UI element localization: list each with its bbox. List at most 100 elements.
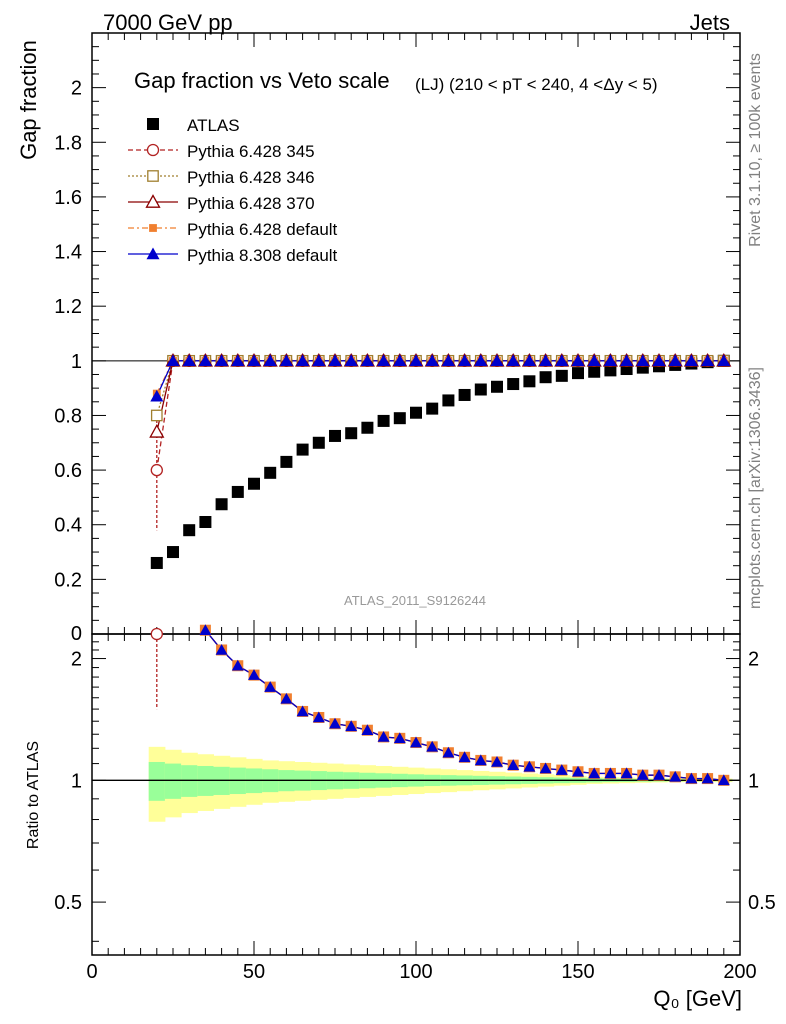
data-point (166, 354, 180, 367)
data-point (587, 354, 601, 367)
ratio-point (701, 772, 714, 784)
data-point (604, 364, 617, 377)
data-point (668, 354, 682, 367)
data-point (198, 354, 212, 367)
ratio-point (199, 624, 212, 636)
ratio-y-tick-label-right: 1 (748, 770, 759, 792)
data-point (377, 414, 390, 427)
data-point (361, 421, 374, 434)
data-point (296, 354, 310, 367)
legend-marker (149, 224, 157, 232)
ratio-y-tick-label-right: 0.5 (748, 892, 776, 914)
mcplots-label: mcplots.cern.ch [arXiv:1306.3436] (747, 367, 764, 609)
uncertainty-bands (148, 746, 733, 822)
data-point (426, 402, 439, 415)
data-point (507, 378, 520, 391)
ratio-y-tick-label: 1 (71, 770, 82, 792)
ratio-y-tick-label: 2 (71, 649, 82, 671)
data-point (149, 424, 165, 438)
data-point (183, 524, 196, 537)
y-tick-label: 2 (71, 78, 82, 100)
data-point (296, 443, 309, 456)
ratio-point (474, 754, 487, 766)
y-tick-label: 0.8 (54, 405, 82, 427)
data-point (474, 354, 488, 367)
series-line (156, 360, 724, 471)
data-point (199, 515, 212, 528)
ratio-point (296, 705, 309, 717)
data-point (150, 409, 163, 422)
data-point (393, 354, 407, 367)
legend-marker (147, 118, 159, 130)
ratio-point (361, 724, 374, 736)
data-point (393, 412, 406, 425)
ratio-point (442, 746, 455, 758)
legend-label: Pythia 6.428 345 (187, 142, 315, 161)
data-point (441, 354, 455, 367)
header-right: Jets (690, 10, 730, 35)
data-point (588, 365, 601, 378)
axes: 0 50 100 150 200 0.2 0.4 0.6 0.8 1 1.2 1.4 1.6 1.8 2 0 0… (54, 32, 776, 983)
data-point (345, 427, 358, 440)
ratio-y-tick-label-right: 2 (748, 649, 759, 671)
data-point (215, 498, 228, 511)
data-point (539, 371, 552, 384)
ratio-point (555, 764, 568, 775)
ratio-point (231, 659, 244, 671)
ratio-point (539, 762, 552, 774)
rivet-label: Rivet 3.1.10, ≥ 100k events (747, 53, 764, 247)
data-point (410, 406, 422, 419)
ratio-point (280, 692, 293, 704)
data-point (150, 463, 163, 477)
data-point (652, 354, 666, 367)
data-point (717, 354, 731, 367)
ratio-point (312, 711, 325, 723)
data-points (149, 352, 732, 569)
data-point (182, 354, 196, 367)
data-point (425, 354, 439, 367)
ratio-point (426, 740, 439, 752)
ratio-point (393, 732, 406, 744)
x-tick-label: 0 (86, 961, 97, 983)
data-point (279, 354, 293, 367)
y-tick-label: 0.4 (54, 515, 82, 537)
data-point (620, 354, 634, 367)
ratio-point (604, 767, 617, 779)
ratio-y-tick-label: 0.5 (54, 892, 82, 914)
data-point (280, 455, 293, 468)
data-point (344, 354, 358, 367)
data-point (571, 354, 585, 367)
legend-marker (145, 194, 161, 208)
ratio-point (410, 736, 422, 748)
x-tick-label: 50 (243, 961, 265, 983)
ratio-point (653, 769, 665, 780)
ratio-point (248, 669, 260, 680)
ratio-point (669, 770, 682, 782)
x-tick-label: 150 (561, 961, 594, 983)
band-inner-bin (164, 763, 182, 799)
data-point (636, 354, 650, 367)
ratio-point (377, 730, 390, 742)
ratio-first-point (150, 627, 163, 641)
data-point (523, 375, 536, 388)
data-point (231, 354, 245, 367)
y-tick-label: 1.2 (54, 296, 82, 318)
data-point (377, 354, 391, 367)
band-inner-bin (148, 761, 166, 801)
data-point (409, 354, 423, 367)
ratio-points (150, 624, 730, 786)
data-point (555, 369, 568, 382)
data-point (215, 354, 229, 367)
ratio-point (523, 760, 536, 772)
data-point (248, 477, 260, 490)
ratio-point (264, 681, 277, 692)
data-point (247, 354, 261, 367)
data-point (167, 546, 179, 559)
x-tick-label: 200 (723, 961, 756, 983)
ratio-point (507, 759, 520, 770)
ratio-point (685, 772, 698, 784)
ratio-point (345, 720, 358, 732)
y-tick-label: 1.4 (54, 242, 82, 264)
data-point (329, 429, 341, 442)
